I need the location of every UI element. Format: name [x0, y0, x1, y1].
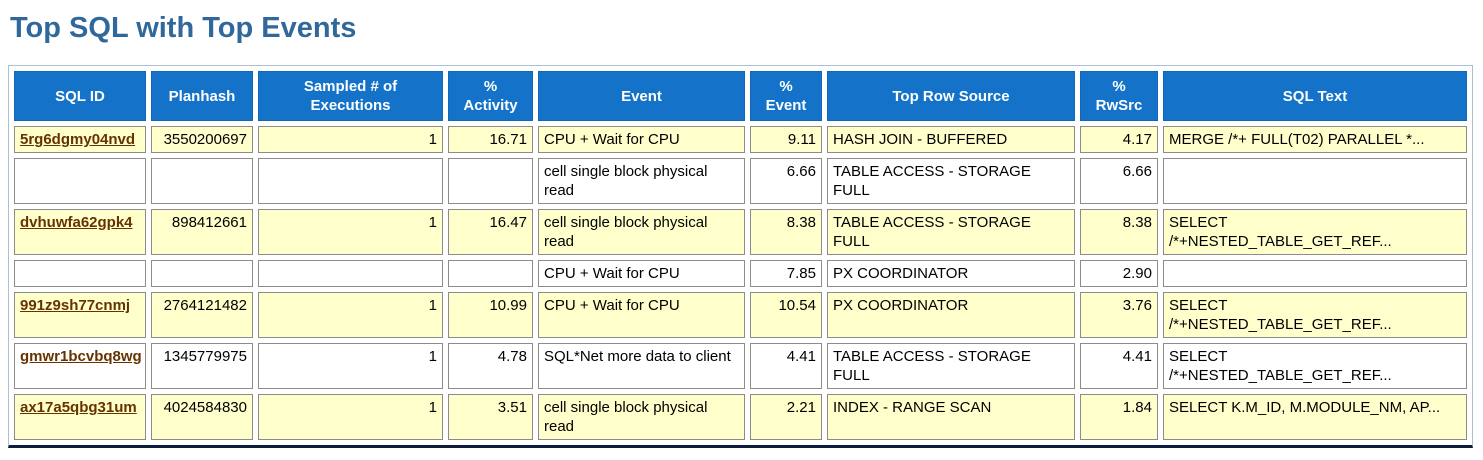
sql-id-link[interactable]: 991z9sh77cnmj: [20, 297, 131, 314]
sql-text-cell: SELECT /*+NESTED_TABLE_GET_REF...: [1163, 292, 1467, 338]
activity-pct-cell: [448, 158, 533, 204]
rwsrc-pct-cell: 6.66: [1080, 158, 1158, 204]
event-pct-cell: 10.54: [750, 292, 822, 338]
event-pct-cell: 8.38: [750, 209, 822, 255]
sql-id-cell: gmwr1bcvbq8wg: [14, 343, 146, 389]
executions-cell: [258, 260, 443, 287]
event-cell: CPU + Wait for CPU: [538, 126, 745, 153]
sql-id-link[interactable]: 5rg6dgmy04nvd: [20, 131, 136, 148]
col-header-event: Event: [538, 71, 745, 121]
sql-id-link[interactable]: gmwr1bcvbq8wg: [20, 348, 142, 365]
event-cell: cell single block physical read: [538, 158, 745, 204]
row-source-cell: PX COORDINATOR: [827, 260, 1075, 287]
col-header-rwsrc-pct: % RwSrc: [1080, 71, 1158, 121]
col-header-planhash: Planhash: [151, 71, 253, 121]
col-header-sql-text: SQL Text: [1163, 71, 1467, 121]
row-source-cell: TABLE ACCESS - STORAGE FULL: [827, 343, 1075, 389]
table-row: CPU + Wait for CPU 7.85 PX COORDINATOR 2…: [14, 260, 1467, 287]
executions-cell: 1: [258, 292, 443, 338]
event-cell: CPU + Wait for CPU: [538, 292, 745, 338]
row-source-cell: TABLE ACCESS - STORAGE FULL: [827, 209, 1075, 255]
sql-text-cell: MERGE /*+ FULL(T02) PARALLEL *...: [1163, 126, 1467, 153]
activity-pct-cell: 10.99: [448, 292, 533, 338]
event-pct-cell: 9.11: [750, 126, 822, 153]
sql-text-cell: SELECT K.M_ID, M.MODULE_NM, AP...: [1163, 394, 1467, 440]
sql-id-cell: 991z9sh77cnmj: [14, 292, 146, 338]
planhash-cell: [151, 158, 253, 204]
sql-text-cell: SELECT /*+NESTED_TABLE_GET_REF...: [1163, 343, 1467, 389]
event-cell: cell single block physical read: [538, 209, 745, 255]
table-row: cell single block physical read 6.66 TAB…: [14, 158, 1467, 204]
executions-cell: 1: [258, 209, 443, 255]
sql-text-cell: [1163, 158, 1467, 204]
planhash-cell: 4024584830: [151, 394, 253, 440]
table-row: 5rg6dgmy04nvd 3550200697 1 16.71 CPU + W…: [14, 126, 1467, 153]
event-cell: cell single block physical read: [538, 394, 745, 440]
table-row: ax17a5qbg31um 4024584830 1 3.51 cell sin…: [14, 394, 1467, 440]
sql-text-cell: SELECT /*+NESTED_TABLE_GET_REF...: [1163, 209, 1467, 255]
rwsrc-pct-cell: 2.90: [1080, 260, 1158, 287]
sql-id-cell: [14, 260, 146, 287]
rwsrc-pct-cell: 3.76: [1080, 292, 1158, 338]
row-source-cell: INDEX - RANGE SCAN: [827, 394, 1075, 440]
executions-cell: 1: [258, 343, 443, 389]
planhash-cell: 2764121482: [151, 292, 253, 338]
table-row: gmwr1bcvbq8wg 1345779975 1 4.78 SQL*Net …: [14, 343, 1467, 389]
executions-cell: 1: [258, 394, 443, 440]
col-header-activity-pct: % Activity: [448, 71, 533, 121]
rwsrc-pct-cell: 1.84: [1080, 394, 1158, 440]
header-row: SQL ID Planhash Sampled # of Executions %…: [14, 71, 1467, 121]
event-pct-cell: 6.66: [750, 158, 822, 204]
planhash-cell: 1345779975: [151, 343, 253, 389]
row-source-cell: PX COORDINATOR: [827, 292, 1075, 338]
rwsrc-pct-cell: 8.38: [1080, 209, 1158, 255]
sql-id-cell: dvhuwfa62gpk4: [14, 209, 146, 255]
event-pct-cell: 7.85: [750, 260, 822, 287]
table-row: dvhuwfa62gpk4 898412661 1 16.47 cell sin…: [14, 209, 1467, 255]
sql-id-link[interactable]: dvhuwfa62gpk4: [20, 214, 133, 231]
executions-cell: [258, 158, 443, 204]
top-sql-with-top-events-table: SQL ID Planhash Sampled # of Executions %…: [9, 66, 1472, 445]
planhash-cell: 3550200697: [151, 126, 253, 153]
event-cell: SQL*Net more data to client: [538, 343, 745, 389]
page-title: Top SQL with Top Events: [10, 12, 357, 44]
sql-id-cell: ax17a5qbg31um: [14, 394, 146, 440]
col-header-sql-id: SQL ID: [14, 71, 146, 121]
planhash-cell: [151, 260, 253, 287]
col-header-executions: Sampled # of Executions: [258, 71, 443, 121]
sql-id-link[interactable]: ax17a5qbg31um: [20, 399, 137, 416]
activity-pct-cell: 4.78: [448, 343, 533, 389]
top-sql-table-container: SQL ID Planhash Sampled # of Executions %…: [8, 65, 1473, 448]
col-header-event-pct: % Event: [750, 71, 822, 121]
row-source-cell: HASH JOIN - BUFFERED: [827, 126, 1075, 153]
row-source-cell: TABLE ACCESS - STORAGE FULL: [827, 158, 1075, 204]
planhash-cell: 898412661: [151, 209, 253, 255]
executions-cell: 1: [258, 126, 443, 153]
event-pct-cell: 2.21: [750, 394, 822, 440]
activity-pct-cell: [448, 260, 533, 287]
sql-id-cell: [14, 158, 146, 204]
table-row: 991z9sh77cnmj 2764121482 1 10.99 CPU + W…: [14, 292, 1467, 338]
rwsrc-pct-cell: 4.41: [1080, 343, 1158, 389]
event-pct-cell: 4.41: [750, 343, 822, 389]
activity-pct-cell: 16.71: [448, 126, 533, 153]
activity-pct-cell: 3.51: [448, 394, 533, 440]
col-header-top-row-source: Top Row Source: [827, 71, 1075, 121]
event-cell: CPU + Wait for CPU: [538, 260, 745, 287]
sql-text-cell: [1163, 260, 1467, 287]
activity-pct-cell: 16.47: [448, 209, 533, 255]
sql-id-cell: 5rg6dgmy04nvd: [14, 126, 146, 153]
rwsrc-pct-cell: 4.17: [1080, 126, 1158, 153]
